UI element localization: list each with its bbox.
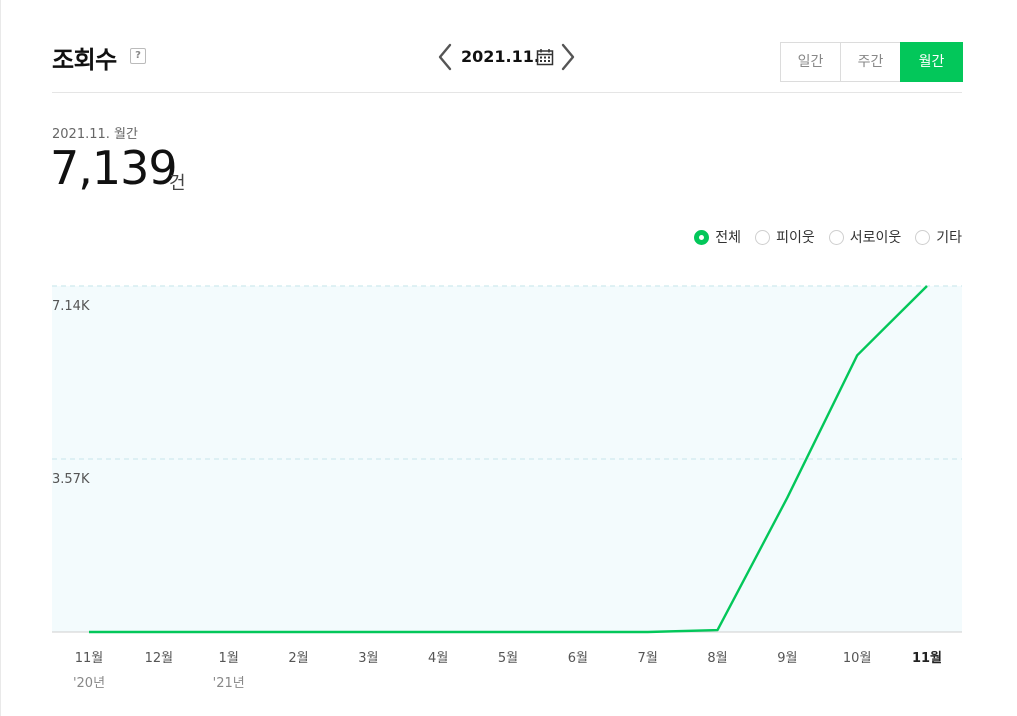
calendar-button[interactable]: [536, 48, 554, 66]
left-border: [0, 0, 1, 716]
filter-label: 기타: [936, 230, 962, 246]
tab-daily[interactable]: 일간: [780, 42, 841, 82]
x-tick-label: 5월: [498, 651, 518, 666]
x-tick-label: 12월: [145, 651, 174, 666]
summary-unit: 건: [169, 173, 186, 194]
filter-other[interactable]: 기타: [915, 227, 962, 247]
tab-monthly[interactable]: 월간: [900, 42, 963, 82]
x-year-label: '20년: [73, 676, 105, 691]
filter-neighbors[interactable]: 피이웃: [755, 227, 815, 247]
period-tabs: 일간 주간 월간: [780, 42, 963, 82]
chart-svg: 3.57K 7.14K 11월 '20년 12월 1월 '21년 2월 3월 4월 5월 6월 7월 8월…: [52, 285, 962, 691]
page-title: 조회수: [52, 46, 117, 74]
x-tick-label: 7월: [638, 651, 658, 666]
next-period-button[interactable]: [558, 42, 578, 72]
x-tick-label: 3월: [358, 651, 378, 666]
x-tick-label: 10월: [843, 651, 872, 666]
y-tick-label: 7.14K: [52, 299, 90, 314]
series-line: [89, 285, 928, 634]
filter-all[interactable]: 전체: [694, 227, 741, 247]
x-year-label: '21년: [213, 676, 245, 691]
current-date-label: 2021.11.: [461, 47, 540, 66]
views-line-chart: 3.57K 7.14K 11월 '20년 12월 1월 '21년 2월 3월 4월 5월 6월 7월 8월…: [52, 270, 962, 704]
summary-total-views: 7,139: [50, 141, 178, 195]
y-tick-label: 3.57K: [52, 472, 90, 487]
x-tick-label: 11월: [75, 651, 104, 666]
x-tick-label: 2월: [288, 651, 308, 666]
filter-label: 서로이웃: [849, 230, 902, 246]
radio-icon: [755, 229, 771, 245]
summary-period: 2021.11. 월간: [52, 127, 138, 142]
x-tick-label: 11월: [912, 650, 942, 666]
filter-mutual-neighbors[interactable]: 서로이웃: [828, 227, 902, 247]
chevron-right-icon: [561, 43, 575, 71]
x-tick-label: 1월: [219, 651, 239, 666]
radio-icon: [915, 229, 931, 245]
prev-period-button[interactable]: [435, 42, 455, 72]
views-stats-card: 조회수 ? 2021.11.: [50, 0, 963, 716]
radio-checked-icon: [694, 229, 710, 245]
help-icon[interactable]: ?: [130, 48, 146, 64]
x-tick-label: 6월: [568, 651, 588, 666]
x-tick-label: 8월: [707, 651, 727, 666]
filter-label: 피이웃: [776, 230, 815, 246]
x-tick-label: 4월: [428, 651, 448, 666]
tab-weekly[interactable]: 주간: [840, 42, 901, 82]
filter-label: 전체: [715, 230, 742, 246]
radio-icon: [828, 229, 844, 245]
calendar-icon: [536, 49, 554, 66]
chevron-left-icon: [438, 43, 452, 71]
x-tick-label: 9월: [777, 651, 797, 666]
stats-header: 조회수 ? 2021.11.: [52, 36, 963, 93]
series-filter: 전체 피이웃 서로이웃 기타: [680, 227, 962, 247]
